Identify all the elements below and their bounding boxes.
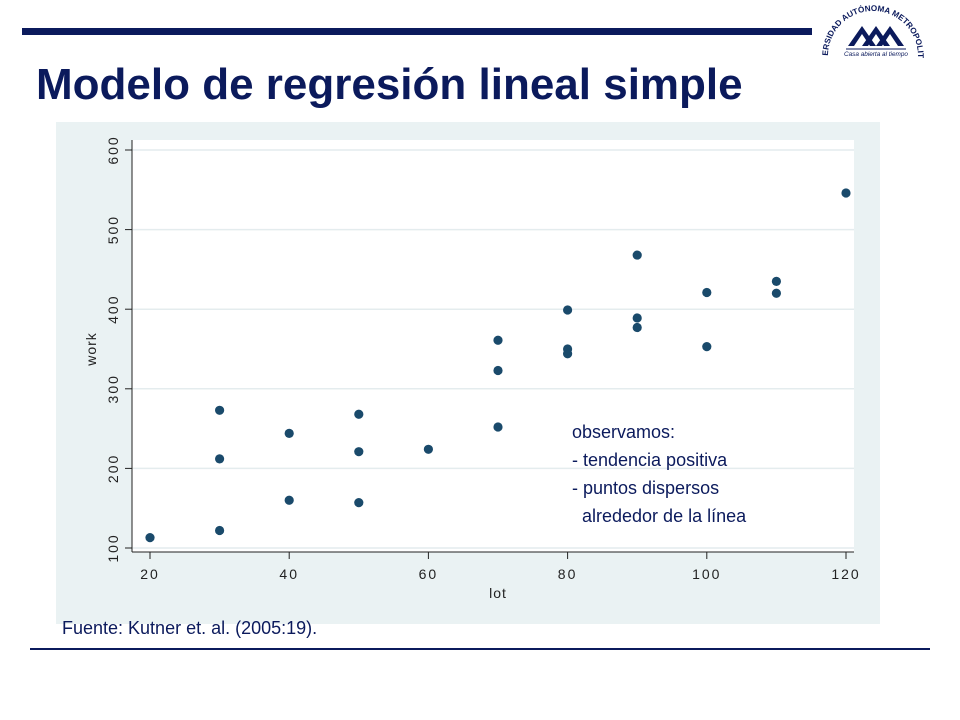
data-point	[493, 422, 503, 432]
data-point	[771, 288, 782, 298]
logo-tagline: Casa abierta al tiempo	[844, 51, 908, 58]
top-rule	[22, 28, 812, 35]
data-point	[632, 313, 642, 323]
data-point	[702, 287, 712, 298]
data-point	[493, 365, 503, 376]
data-point	[493, 335, 503, 345]
source-note: Fuente: Kutner et. al. (2005:19).	[62, 618, 318, 638]
data-point	[632, 250, 642, 260]
x-tick-label: 60	[419, 566, 439, 582]
y-tick-label: 400	[105, 295, 121, 324]
data-point	[841, 188, 851, 198]
y-tick-label: 300	[105, 374, 121, 403]
data-point	[702, 342, 712, 352]
data-point	[354, 409, 364, 419]
y-ticks: 100 200 300 400 500 600	[105, 135, 132, 563]
data-points	[145, 188, 851, 543]
data-point	[145, 533, 155, 543]
chart-annotation: observamos: - tendencia positiva - punto…	[572, 418, 832, 530]
logo-arc-text: UNIVERSIDAD AUTÓNOMA METROPOLITANA	[820, 2, 925, 58]
annotation-line: observamos:	[572, 422, 676, 442]
slide-title: Modelo de regresión lineal simple	[36, 60, 743, 109]
data-point	[563, 305, 573, 315]
grid-lines	[132, 149, 854, 549]
data-point	[215, 525, 225, 536]
data-point	[284, 428, 294, 438]
scatter-chart: 20 40 60 80 100 120 100 200 300 400 500 600 lot wo…	[83, 135, 860, 601]
x-tick-label: 40	[279, 566, 299, 582]
annotation-line: - tendencia positiva	[572, 450, 728, 470]
chart-panel: 20 40 60 80 100 120 100 200 300 400 500 600 lot wo…	[56, 122, 880, 624]
x-ticks: 20 40 60 80 100 120	[140, 552, 860, 582]
axes	[131, 140, 854, 553]
y-tick-label: 100	[105, 533, 121, 562]
x-axis-title: lot	[489, 585, 507, 601]
x-tick-label: 100	[692, 566, 721, 582]
annotation-line: alrededor de la línea	[572, 506, 747, 526]
data-point	[563, 349, 573, 359]
data-point	[771, 276, 782, 286]
data-point	[423, 444, 433, 454]
data-point	[215, 405, 225, 415]
y-tick-label: 600	[105, 135, 121, 164]
plot-area	[132, 140, 854, 552]
x-tick-label: 20	[140, 566, 160, 582]
logo-emblem	[848, 26, 904, 46]
svg-text:UNIVERSIDAD AUTÓNOMA METROPOLI: UNIVERSIDAD AUTÓNOMA METROPOLITANA	[820, 2, 925, 58]
uam-logo: UNIVERSIDAD AUTÓNOMA METROPOLITANA Casa …	[820, 2, 925, 58]
data-point	[354, 447, 364, 457]
data-point	[284, 495, 294, 505]
bottom-rule	[30, 648, 930, 650]
y-axis-title: work	[83, 332, 99, 367]
x-tick-label: 80	[558, 566, 578, 582]
annotation-line: - puntos dispersos	[572, 478, 720, 498]
y-tick-label: 200	[105, 454, 121, 483]
data-point	[354, 498, 364, 508]
data-point	[215, 454, 225, 464]
data-point	[632, 322, 642, 333]
y-tick-label: 500	[105, 215, 121, 244]
x-tick-label: 120	[831, 566, 860, 582]
